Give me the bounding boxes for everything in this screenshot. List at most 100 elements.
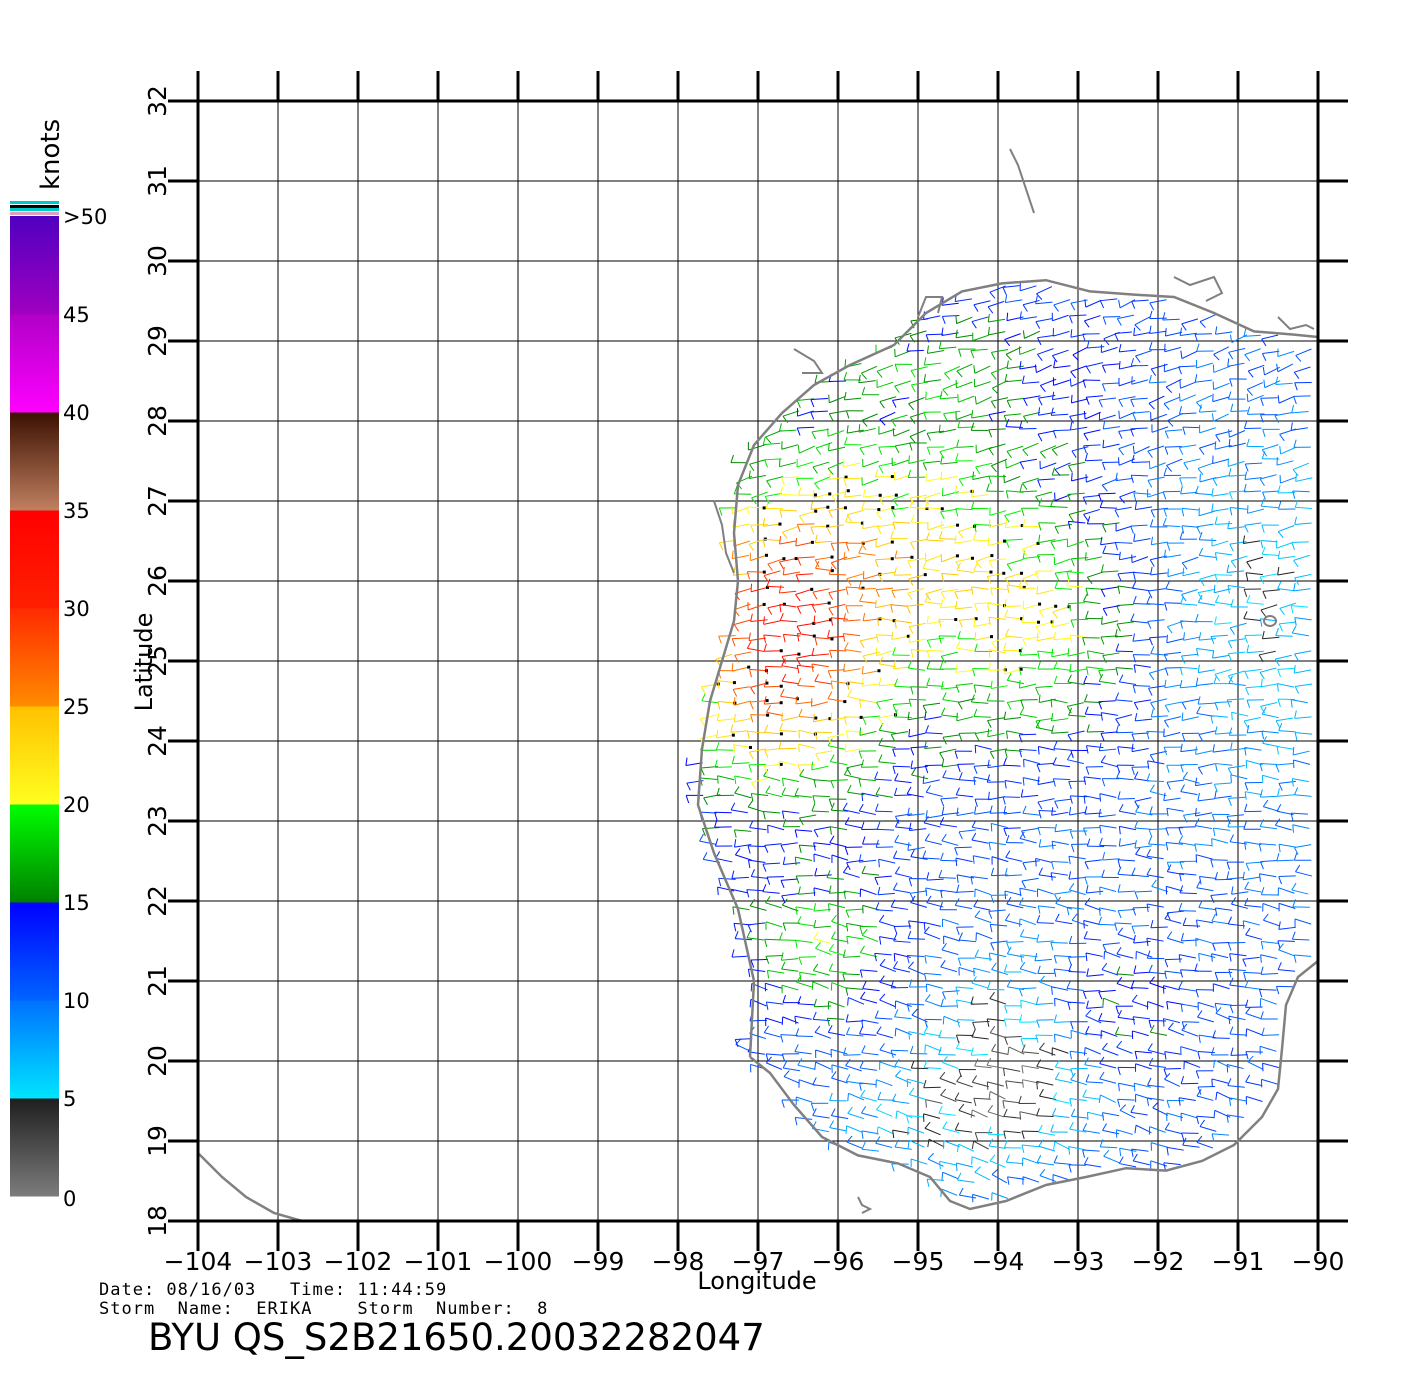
wind-barb-tick — [797, 996, 802, 1004]
wind-barb — [879, 663, 897, 668]
wind-barb-tick — [749, 463, 755, 472]
wind-barb — [1262, 742, 1280, 748]
wind-barb-tick — [1293, 665, 1296, 674]
wind-barb — [830, 1048, 848, 1055]
wind-barb — [992, 380, 1008, 389]
wind-barb — [955, 508, 973, 511]
wind-barb-tick — [1227, 358, 1230, 367]
wind-barb — [1196, 523, 1214, 528]
wind-barb-tick — [750, 613, 753, 622]
wind-barb — [1195, 782, 1213, 787]
colorbar-cap-stripe — [10, 205, 59, 208]
wind-barb-tick — [1166, 1147, 1169, 1156]
wind-barb — [1264, 380, 1281, 389]
wind-barb-tick — [876, 821, 881, 830]
wind-barb-tick — [734, 655, 740, 663]
wind-barb — [783, 571, 801, 576]
wind-barb-tick — [1164, 911, 1170, 920]
wind-barb-tick — [1099, 1139, 1104, 1148]
wind-barb-tick — [1294, 732, 1298, 741]
wind-barb-tick — [842, 865, 849, 873]
wind-barb — [1050, 942, 1068, 944]
wind-barb-tick — [971, 976, 977, 984]
wind-barb-tick — [956, 927, 960, 935]
wind-barb-tick — [1148, 964, 1153, 973]
colorbar-segment — [10, 1098, 59, 1197]
wind-barb-tick — [1018, 1014, 1023, 1023]
wind-barb-tick — [1035, 1035, 1039, 1043]
wind-barb-tick — [879, 419, 886, 426]
wind-barb-tick — [1052, 619, 1054, 628]
wind-barb — [765, 902, 782, 909]
wind-barb-tick — [828, 592, 834, 600]
wind-barb — [1149, 330, 1167, 335]
wind-barb — [1118, 1082, 1136, 1088]
wind-barb — [1198, 601, 1216, 606]
wind-barb — [750, 714, 768, 716]
wind-barb-tick — [1006, 946, 1012, 955]
wind-barb — [974, 602, 992, 605]
wind-barb — [1021, 542, 1039, 550]
wind-barb-tick — [1150, 702, 1156, 710]
wind-barb — [796, 461, 814, 468]
wind-barb-tick — [1166, 465, 1173, 472]
wind-barb-tick — [702, 852, 708, 860]
wind-barb — [1068, 970, 1086, 973]
wind-barb — [1245, 462, 1263, 465]
wind-barb-tick — [954, 591, 959, 600]
rain-flag-marker — [843, 506, 847, 510]
wind-barb — [1070, 426, 1088, 431]
wind-barb — [764, 731, 782, 735]
wind-barb — [846, 922, 864, 927]
wind-barb-tick — [908, 1087, 915, 1095]
wind-barb-tick — [1018, 897, 1024, 905]
wind-barb — [1086, 974, 1104, 977]
wind-barb-tick — [862, 981, 867, 989]
wind-barb — [991, 969, 1008, 976]
wind-barb-tick — [1164, 971, 1167, 980]
rain-flag-marker — [1050, 620, 1054, 624]
wind-barb-tick — [1276, 803, 1282, 812]
wind-barb-tick — [1181, 702, 1187, 710]
wind-barb-tick — [938, 340, 942, 349]
wind-barb — [1293, 759, 1311, 765]
wind-barb — [1277, 667, 1295, 670]
wind-barb-tick — [1086, 724, 1090, 733]
wind-barb — [1019, 904, 1037, 909]
wind-barb-tick — [1294, 516, 1297, 525]
wind-barb-tick — [941, 833, 947, 842]
wind-barb — [831, 809, 849, 812]
wind-barb — [1166, 1001, 1184, 1005]
wind-barb — [1019, 1111, 1037, 1116]
wind-barb-tick — [1197, 792, 1200, 801]
wind-barb-tick — [1083, 445, 1087, 454]
wind-barb-tick — [971, 1141, 975, 1150]
wind-barb-tick — [1131, 743, 1134, 752]
wind-barb-tick — [861, 420, 868, 427]
wind-barb — [1036, 286, 1053, 295]
wind-barb — [1262, 444, 1279, 451]
wind-barb-tick — [988, 414, 994, 422]
wind-barb — [893, 857, 911, 861]
wind-barb-tick — [986, 693, 991, 702]
wind-barb-tick — [1084, 897, 1091, 905]
wind-barb — [878, 858, 896, 864]
wind-barb — [942, 734, 960, 738]
wind-barb-tick — [956, 1019, 961, 1028]
wind-barb — [1168, 1028, 1185, 1036]
wind-barb — [892, 1129, 910, 1134]
wind-barb — [941, 1188, 958, 1196]
wind-barb — [1004, 333, 1021, 340]
wind-barb-tick — [925, 473, 928, 482]
wind-barb-tick — [988, 519, 991, 528]
wind-barb — [734, 651, 752, 656]
wind-barb — [830, 779, 848, 782]
wind-barb — [1180, 603, 1198, 606]
wind-barb-tick — [874, 559, 879, 568]
wind-barb-tick — [1182, 426, 1186, 435]
wind-barb — [831, 556, 848, 564]
wind-barb — [1003, 1130, 1021, 1134]
wind-barb — [1069, 314, 1087, 317]
wind-barb-tick — [831, 1071, 837, 1079]
